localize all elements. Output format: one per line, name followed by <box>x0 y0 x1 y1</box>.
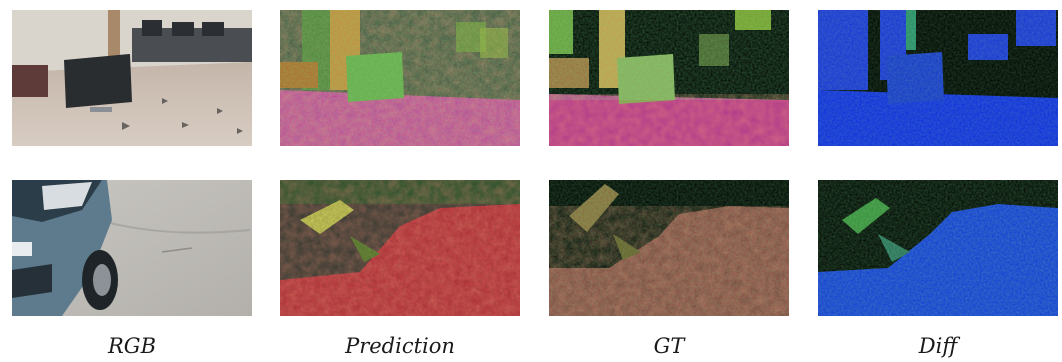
column-label-diff: Diff <box>918 334 958 358</box>
prediction-outdoor-depth <box>280 180 520 316</box>
rgb-outdoor-image <box>12 180 252 316</box>
rgb-indoor-image <box>12 10 252 146</box>
column-label-prediction: Prediction <box>345 334 455 358</box>
gt-indoor-depth <box>549 10 789 146</box>
diff-indoor-map <box>818 10 1058 146</box>
diff-outdoor-map <box>818 180 1058 316</box>
column-label-rgb: RGB <box>107 334 157 358</box>
prediction-indoor-depth <box>280 10 520 146</box>
gt-outdoor-depth <box>549 180 789 316</box>
column-label-gt: GT <box>653 334 685 358</box>
